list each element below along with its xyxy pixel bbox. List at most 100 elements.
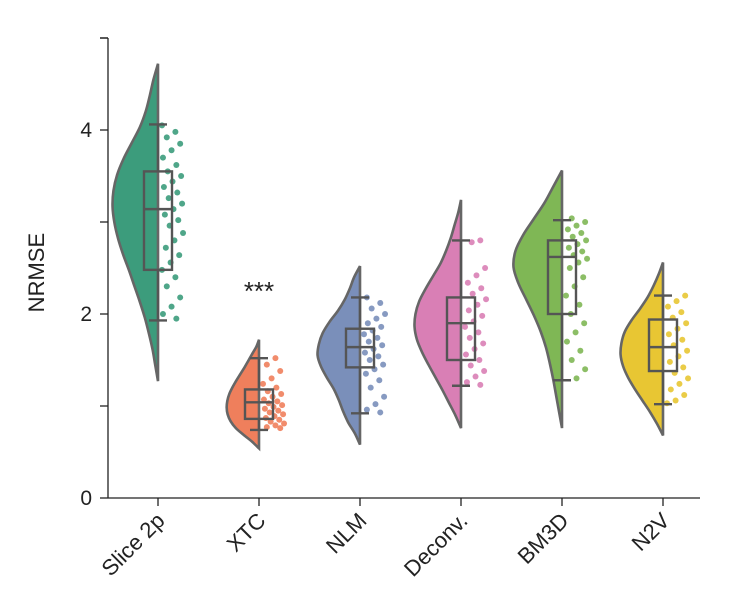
data-point [664, 303, 671, 310]
data-point [275, 407, 282, 414]
data-point [682, 292, 689, 299]
x-category-label: BM3D [513, 508, 574, 569]
data-point [162, 244, 169, 251]
data-point [477, 237, 484, 244]
data-point [479, 312, 486, 319]
data-point [276, 416, 283, 423]
violin-BM3D [512, 169, 564, 429]
data-point [268, 375, 275, 382]
data-point [367, 384, 374, 391]
data-point [366, 357, 373, 363]
boxplot-Slice 2p [142, 123, 174, 322]
data-point [666, 358, 673, 365]
data-point [683, 320, 690, 327]
data-point [180, 230, 187, 237]
data-point [573, 375, 580, 382]
boxplot-Deconv. [445, 239, 477, 387]
data-point [279, 402, 286, 409]
data-point [361, 349, 368, 356]
data-point [165, 195, 172, 202]
data-point [380, 361, 387, 368]
data-point [583, 237, 590, 244]
data-point [365, 338, 372, 345]
data-point [378, 323, 385, 330]
data-point [564, 226, 571, 233]
data-point [573, 222, 580, 229]
y-ticks: 0 2 4 [80, 37, 108, 510]
data-point [681, 391, 688, 398]
data-point [372, 401, 379, 408]
data-point [263, 361, 270, 368]
data-point [373, 315, 380, 322]
y-axis-label: NRMSE [24, 233, 49, 312]
data-point [364, 320, 371, 327]
data-point [374, 334, 381, 341]
boxplot-XTC [243, 356, 275, 432]
data-point [475, 329, 482, 336]
data-point [582, 219, 589, 225]
data-point [361, 331, 367, 338]
data-point [676, 380, 683, 387]
y-tick-label: 0 [80, 487, 92, 510]
data-point [679, 336, 686, 343]
data-point [267, 418, 274, 425]
data-point [478, 285, 485, 292]
data-point [168, 303, 175, 310]
data-point [672, 397, 679, 404]
data-point [160, 184, 167, 191]
iqr-box [647, 318, 679, 373]
data-point [565, 244, 572, 251]
x-category-label: XTC [222, 508, 271, 557]
x-category-label: Deconv. [399, 508, 473, 582]
data-point [480, 340, 487, 347]
data-point [667, 386, 674, 393]
data-point [673, 298, 680, 305]
data-point [566, 265, 573, 271]
data-point [584, 255, 591, 262]
data-point [177, 140, 184, 147]
iqr-box [445, 296, 477, 362]
data-point [161, 211, 168, 218]
y-tick-label: 4 [80, 119, 92, 142]
data-point [481, 368, 488, 375]
violin-Deconv. [413, 199, 463, 429]
data-point [375, 353, 382, 360]
x-category-label: N2V [627, 508, 675, 556]
data-point [376, 377, 383, 384]
violin-N2V [619, 262, 665, 437]
data-point [277, 368, 284, 375]
data-point [172, 128, 179, 135]
data-point [477, 381, 484, 388]
data-point [261, 405, 268, 412]
data-point [382, 311, 389, 317]
data-point [463, 379, 470, 386]
data-point [568, 357, 575, 363]
x-ticks: Slice 2p XTC NLM Deconv. BM3D N2V [97, 498, 675, 581]
boxplot-NLM [344, 296, 376, 415]
x-category-label: Slice 2p [97, 508, 170, 581]
data-point [569, 233, 576, 240]
data-point [464, 279, 471, 286]
data-point [468, 239, 475, 246]
data-point [363, 406, 370, 413]
violins-layer [111, 63, 665, 452]
violin-NLM [316, 265, 362, 446]
data-point [277, 425, 284, 432]
x-category-label: NLM [321, 508, 372, 559]
boxplot-N2V [647, 294, 679, 406]
data-point [467, 362, 474, 369]
data-point [368, 305, 375, 312]
data-point [462, 323, 468, 330]
data-point [172, 274, 179, 281]
data-point [377, 299, 384, 306]
violin-XTC [225, 339, 261, 452]
data-point [163, 134, 170, 141]
significance-annotation: *** [244, 276, 274, 306]
axes-layer [107, 38, 700, 499]
data-point [280, 411, 287, 418]
data-point [582, 366, 589, 373]
data-point [577, 347, 584, 354]
data-point [482, 265, 489, 271]
data-point [665, 331, 672, 338]
